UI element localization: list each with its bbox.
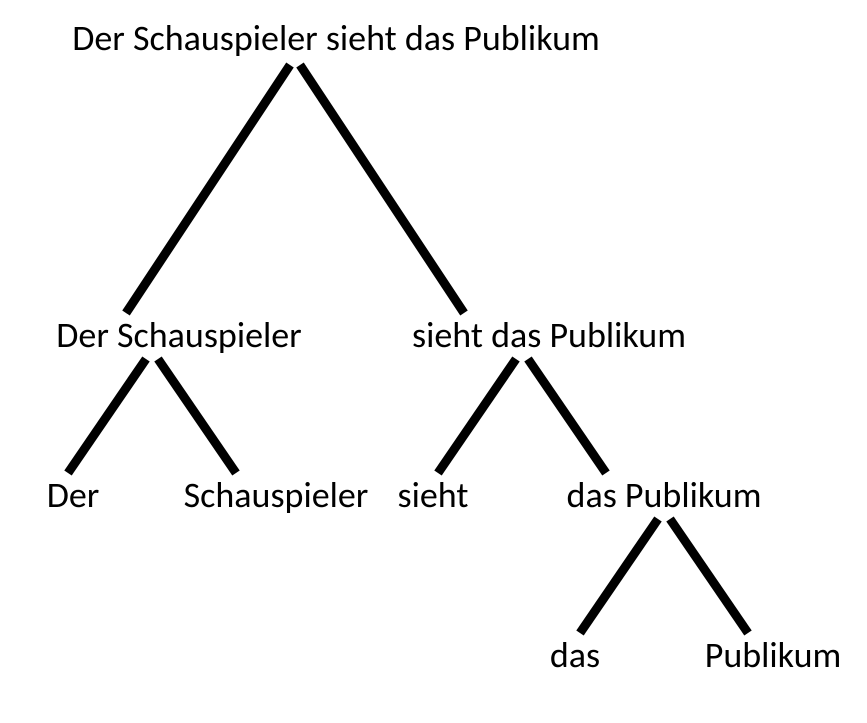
tree-node-das: das <box>550 633 600 677</box>
tree-node-np1: Der Schauspieler <box>56 313 301 357</box>
tree-edge <box>528 359 606 473</box>
tree-edge <box>300 65 464 313</box>
tree-edge <box>438 359 516 473</box>
tree-node-root: Der Schauspieler sieht das Publikum <box>72 16 600 60</box>
tree-edge <box>68 359 146 473</box>
tree-node-publikum: Publikum <box>705 633 842 677</box>
tree-node-schauspieler: Schauspieler <box>184 473 369 517</box>
tree-edge <box>158 359 236 473</box>
tree-node-vp: sieht das Publikum <box>412 313 686 357</box>
tree-edges <box>0 0 867 723</box>
tree-edge <box>126 65 290 313</box>
tree-edge <box>670 519 748 633</box>
tree-node-np2: das Publikum <box>567 473 762 517</box>
syntax-tree-diagram: Der Schauspieler sieht das Publikum Der S… <box>0 0 867 723</box>
tree-edge <box>580 519 658 633</box>
tree-node-sieht: sieht <box>398 473 469 517</box>
tree-node-der: Der <box>47 473 100 517</box>
